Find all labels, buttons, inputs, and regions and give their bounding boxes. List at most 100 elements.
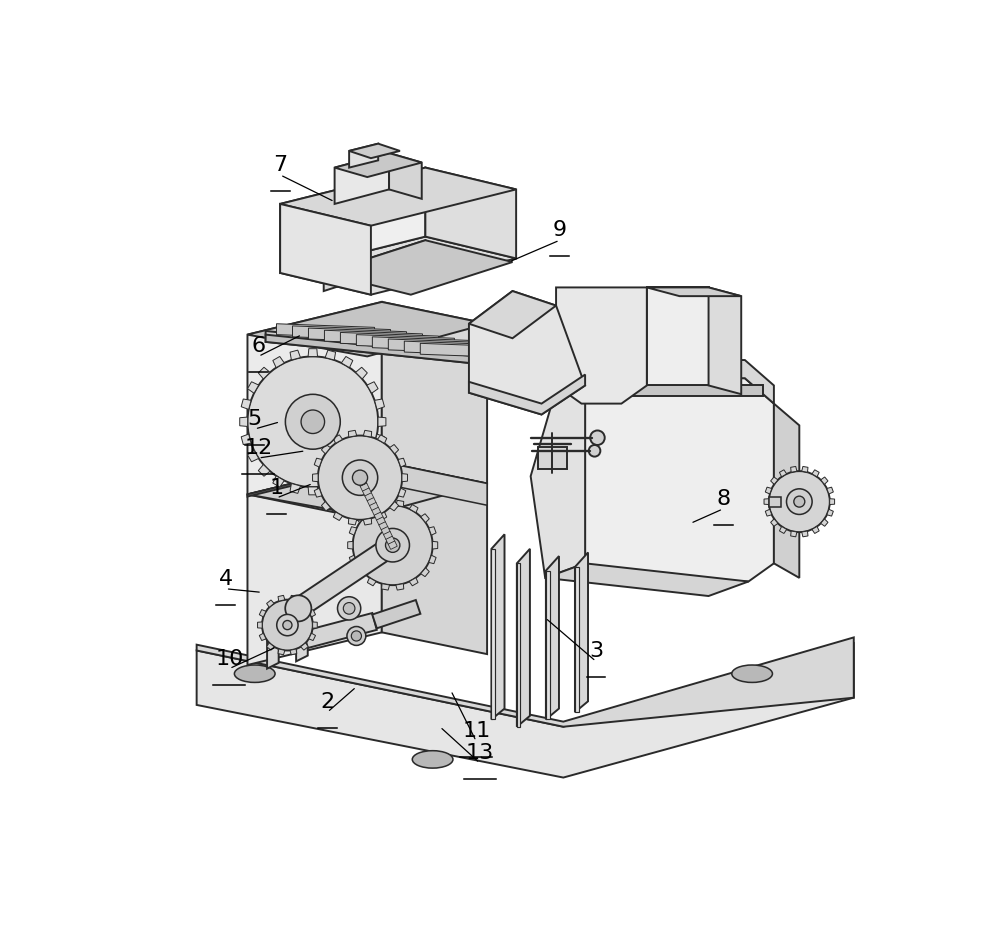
Polygon shape [389, 153, 422, 199]
Polygon shape [382, 462, 487, 505]
Polygon shape [333, 435, 343, 443]
Polygon shape [404, 341, 502, 356]
Polygon shape [247, 462, 487, 516]
Polygon shape [556, 288, 647, 404]
Circle shape [769, 472, 830, 532]
Circle shape [347, 626, 366, 645]
Polygon shape [273, 476, 284, 487]
Polygon shape [409, 578, 418, 586]
Polygon shape [469, 291, 556, 339]
Polygon shape [376, 517, 386, 525]
Polygon shape [356, 568, 365, 577]
Polygon shape [308, 349, 318, 356]
Polygon shape [791, 467, 797, 472]
Circle shape [376, 528, 409, 562]
Polygon shape [247, 302, 487, 356]
Ellipse shape [732, 665, 772, 683]
Polygon shape [360, 483, 369, 491]
Polygon shape [348, 430, 357, 438]
Text: 3: 3 [589, 641, 603, 661]
Circle shape [283, 620, 292, 630]
Polygon shape [325, 350, 336, 360]
Polygon shape [333, 512, 343, 521]
Circle shape [386, 538, 400, 553]
Polygon shape [378, 417, 386, 426]
Polygon shape [324, 240, 425, 291]
Polygon shape [545, 563, 748, 596]
Polygon shape [596, 386, 763, 396]
Polygon shape [348, 541, 353, 549]
Text: 11: 11 [462, 721, 490, 741]
Polygon shape [289, 606, 315, 642]
Polygon shape [325, 484, 336, 493]
Text: 10: 10 [215, 649, 244, 669]
Circle shape [318, 436, 402, 520]
Polygon shape [363, 519, 372, 525]
Polygon shape [341, 476, 353, 487]
Polygon shape [769, 497, 781, 506]
Polygon shape [802, 467, 808, 472]
Polygon shape [341, 356, 353, 368]
Polygon shape [335, 153, 422, 177]
Polygon shape [349, 143, 400, 158]
Polygon shape [585, 378, 774, 582]
Polygon shape [280, 204, 371, 294]
Polygon shape [290, 350, 300, 360]
Polygon shape [313, 622, 317, 628]
Text: 9: 9 [553, 221, 567, 240]
Polygon shape [647, 288, 709, 386]
Polygon shape [372, 507, 381, 516]
Polygon shape [240, 417, 248, 426]
Polygon shape [278, 649, 285, 654]
Polygon shape [382, 462, 487, 654]
Polygon shape [266, 335, 476, 364]
Polygon shape [432, 541, 438, 549]
Polygon shape [821, 519, 828, 526]
Polygon shape [358, 478, 367, 487]
Circle shape [285, 595, 311, 621]
Text: 13: 13 [466, 743, 494, 763]
Polygon shape [273, 356, 284, 368]
Polygon shape [491, 549, 495, 720]
Polygon shape [429, 555, 436, 564]
Polygon shape [827, 488, 833, 494]
Polygon shape [382, 584, 390, 590]
Polygon shape [374, 512, 383, 521]
Text: 6: 6 [251, 337, 265, 356]
Polygon shape [531, 389, 585, 578]
Polygon shape [765, 509, 772, 516]
Polygon shape [241, 399, 251, 409]
Polygon shape [321, 502, 330, 511]
Circle shape [301, 410, 325, 434]
Polygon shape [266, 331, 476, 364]
Polygon shape [313, 473, 318, 482]
Polygon shape [375, 434, 384, 444]
Polygon shape [259, 633, 266, 640]
Polygon shape [386, 537, 395, 544]
Text: 8: 8 [716, 488, 730, 509]
Polygon shape [348, 519, 357, 525]
Circle shape [787, 488, 812, 515]
Polygon shape [827, 509, 833, 516]
Polygon shape [388, 339, 486, 354]
Polygon shape [585, 360, 774, 404]
Text: 2: 2 [320, 692, 334, 712]
Polygon shape [402, 473, 407, 482]
Polygon shape [383, 531, 393, 539]
Polygon shape [280, 168, 425, 273]
Polygon shape [247, 302, 382, 494]
Polygon shape [356, 514, 365, 522]
Polygon shape [812, 470, 819, 477]
Polygon shape [355, 473, 365, 482]
Polygon shape [647, 288, 741, 296]
Polygon shape [802, 531, 808, 537]
Polygon shape [292, 326, 391, 340]
Polygon shape [429, 527, 436, 536]
Polygon shape [398, 458, 406, 467]
Polygon shape [517, 549, 530, 727]
Polygon shape [398, 488, 406, 497]
Polygon shape [469, 374, 585, 415]
Polygon shape [367, 505, 376, 513]
Polygon shape [372, 337, 470, 352]
Polygon shape [821, 477, 828, 485]
